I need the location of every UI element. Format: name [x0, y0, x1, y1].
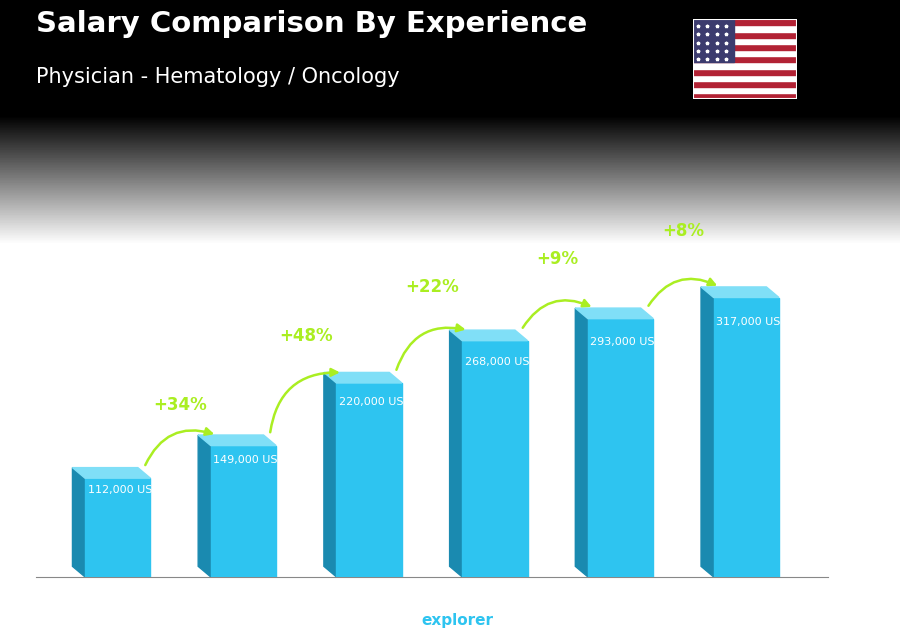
Polygon shape [450, 330, 463, 577]
Polygon shape [575, 308, 588, 577]
Polygon shape [701, 287, 714, 577]
Bar [693, 38, 796, 44]
Bar [211, 445, 276, 577]
Text: Physician - Hematology / Oncology: Physician - Hematology / Oncology [36, 67, 400, 87]
Bar [693, 87, 796, 93]
Text: 149,000 USD: 149,000 USD [213, 454, 286, 465]
Text: 317,000 USD: 317,000 USD [716, 317, 789, 327]
Bar [693, 69, 796, 75]
Bar [85, 478, 150, 577]
Text: +34%: +34% [154, 396, 207, 414]
Bar [588, 319, 653, 577]
Bar [337, 383, 401, 577]
Bar [693, 62, 796, 69]
Bar [714, 297, 779, 577]
Text: +22%: +22% [405, 278, 459, 296]
Bar [693, 19, 796, 26]
Text: +9%: +9% [536, 250, 579, 268]
Text: 293,000 USD: 293,000 USD [590, 337, 663, 347]
Polygon shape [324, 372, 337, 577]
Text: Salary Comparison By Experience: Salary Comparison By Experience [36, 10, 587, 38]
Polygon shape [73, 467, 150, 478]
Text: salary: salary [374, 613, 421, 628]
Polygon shape [198, 435, 276, 445]
Text: .com: .com [498, 613, 536, 628]
Polygon shape [701, 287, 779, 297]
Polygon shape [198, 435, 211, 577]
Polygon shape [73, 467, 85, 577]
Polygon shape [575, 308, 653, 319]
Text: 220,000 USD: 220,000 USD [339, 397, 412, 406]
Bar [693, 31, 796, 38]
Text: Average Yearly Salary: Average Yearly Salary [875, 341, 886, 454]
Bar [693, 19, 734, 62]
Bar [693, 56, 796, 62]
Bar [693, 93, 796, 99]
Bar [693, 75, 796, 81]
Text: 112,000 USD: 112,000 USD [87, 485, 160, 495]
Text: explorer: explorer [421, 613, 493, 628]
Text: 268,000 USD: 268,000 USD [464, 357, 537, 367]
Polygon shape [324, 372, 401, 383]
Text: +8%: +8% [662, 222, 705, 240]
Polygon shape [450, 330, 527, 340]
Bar [693, 26, 796, 31]
Bar [463, 340, 527, 577]
Text: +48%: +48% [280, 327, 333, 345]
Bar [693, 81, 796, 87]
Bar [693, 44, 796, 50]
Bar [693, 50, 796, 56]
